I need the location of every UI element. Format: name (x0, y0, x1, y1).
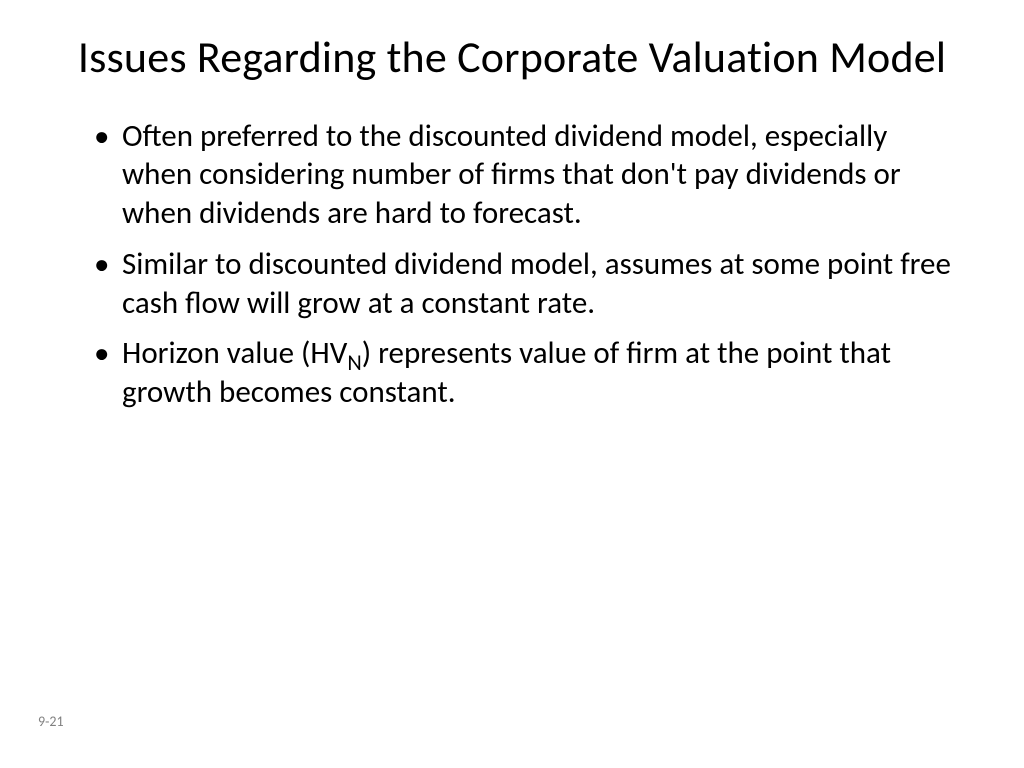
bullet-text-prefix: Horizon value (HV (122, 334, 347, 372)
bullet-item: Similar to discounted dividend model, as… (94, 245, 954, 323)
bullet-item: Horizon value (HVN) represents value of … (94, 334, 954, 412)
slide: Issues Regarding the Corporate Valuation… (0, 0, 1024, 768)
slide-title: Issues Regarding the Corporate Valuation… (70, 32, 954, 83)
bullet-item: Often preferred to the discounted divide… (94, 117, 954, 233)
bullet-list: Often preferred to the discounted divide… (70, 117, 954, 412)
bullet-text: Often preferred to the discounted divide… (122, 117, 901, 233)
bullet-text: Similar to discounted dividend model, as… (122, 245, 951, 322)
slide-number: 9-21 (38, 713, 64, 730)
